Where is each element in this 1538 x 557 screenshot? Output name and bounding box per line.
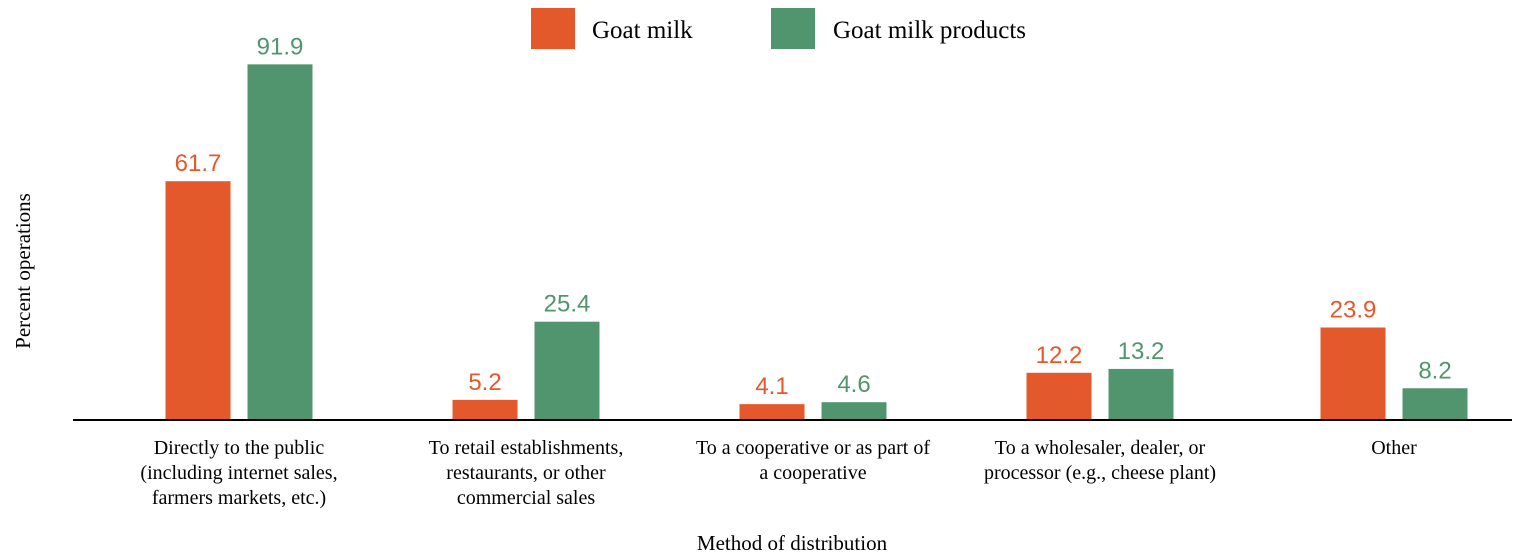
category-label-4-line-0: Other: [1371, 437, 1417, 459]
data-label-goat-milk-0: 61.7: [175, 150, 222, 177]
category-label-1-line-1: restaurants, or other: [446, 462, 606, 484]
data-label-goat-milk-products-0: 91.9: [257, 33, 304, 60]
legend-label-goat-milk-products: Goat milk products: [833, 17, 1026, 44]
category-label-3-line-1: processor (e.g., cheese plant): [984, 462, 1216, 484]
category-label-1-line-0: To retail establishments,: [429, 437, 624, 459]
bar-goat-milk-0: [165, 181, 231, 420]
category-labels-group: Directly to the public (including interne…: [140, 437, 1417, 509]
data-label-goat-milk-3: 12.2: [1036, 342, 1083, 369]
data-label-goat-milk-products-3: 13.2: [1118, 338, 1165, 365]
bar-goat-milk-products-3: [1108, 368, 1174, 420]
bar-goat-milk-products-2: [821, 402, 887, 420]
bar-goat-milk-1: [452, 399, 518, 420]
category-label-0-line-0: Directly to the public: [154, 437, 325, 459]
legend-label-goat-milk: Goat milk: [592, 17, 693, 44]
legend-swatch-goat-milk-products: [771, 8, 815, 49]
data-label-goat-milk-products-2: 4.6: [837, 371, 870, 398]
data-label-goat-milk-1: 5.2: [468, 369, 501, 396]
bar-goat-milk-3: [1026, 372, 1092, 420]
category-label-3-line-0: To a wholesaler, dealer, or: [995, 437, 1206, 459]
bar-goat-milk-products-1: [534, 321, 600, 420]
legend-swatch-goat-milk: [531, 8, 575, 49]
data-label-goat-milk-4: 23.9: [1330, 297, 1377, 324]
y-axis-title: Percent operations: [11, 193, 35, 349]
bar-goat-milk-products-0: [247, 64, 313, 421]
data-label-goat-milk-products-1: 25.4: [544, 291, 591, 318]
data-labels-group: 61.7 91.9 5.2 25.4 4.1 4.6 12.2 13.2 23.9 8.2: [175, 33, 1452, 400]
bars-group: [165, 64, 1468, 421]
category-label-2-line-0: To a cooperative or as part of: [696, 437, 930, 459]
data-label-goat-milk-products-4: 8.2: [1418, 357, 1451, 384]
data-label-goat-milk-2: 4.1: [755, 373, 788, 400]
bar-goat-milk-2: [739, 404, 805, 420]
bar-goat-milk-products-4: [1402, 388, 1468, 420]
x-axis-title: Method of distribution: [697, 531, 888, 555]
category-label-1-line-2: commercial sales: [457, 487, 595, 509]
legend: Goat milk Goat milk products: [531, 8, 1026, 49]
bar-goat-milk-4: [1320, 327, 1386, 420]
category-label-0-line-1: (including internet sales,: [140, 462, 337, 484]
category-label-0-line-2: farmers markets, etc.): [152, 487, 326, 509]
category-label-2-line-1: a cooperative: [759, 462, 866, 484]
